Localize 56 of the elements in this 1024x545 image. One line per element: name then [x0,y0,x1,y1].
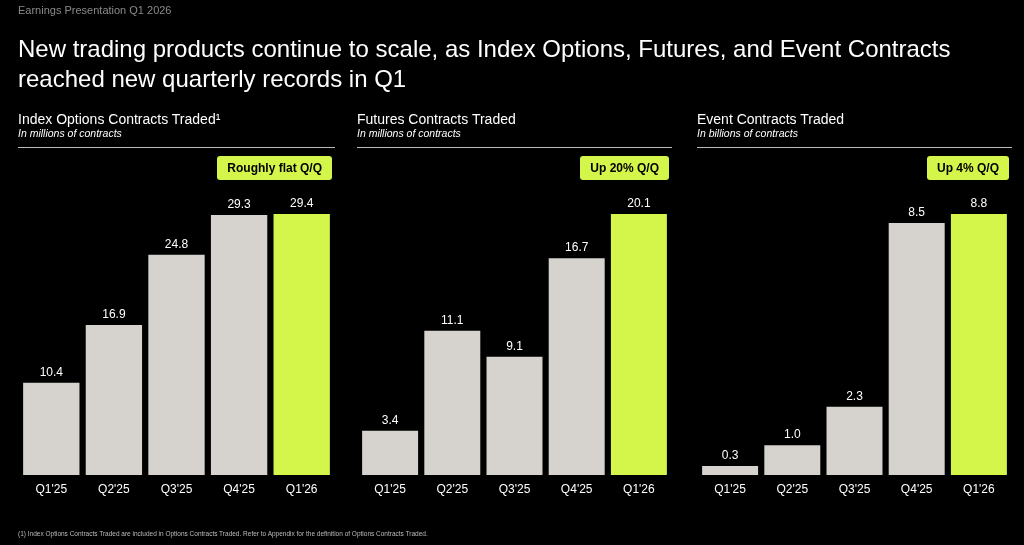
bar [702,466,759,475]
bar [888,222,945,475]
x-tick-label: Q2'25 [98,482,131,496]
bar [85,324,143,475]
chart-subtitle: In millions of contracts [357,127,462,139]
data-label: 1.0 [783,427,801,442]
bar [610,214,667,475]
data-label: 10.4 [39,364,64,379]
x-tick-label: Q4'25 [900,482,933,496]
x-tick-label: Q1'26 [623,482,656,496]
chart-subtitle: In billions of contracts [697,127,799,139]
bar [548,258,605,475]
bar [210,214,268,475]
x-tick-label: Q1'26 [285,482,318,496]
text: Earnings Presentation Q1 2026 [18,4,172,16]
text: Up 4% Q/Q [926,156,1009,180]
data-label: 20.1 [627,196,651,210]
data-label: 11.1 [441,312,464,327]
data-label: 16.7 [565,240,589,255]
data-label: 2.3 [846,388,864,403]
x-tick-label: Q1'25 [374,482,407,496]
chart-subtitle: In millions of contracts [18,127,123,139]
text: Up 20% Q/Q [580,156,669,180]
x-tick-label: Q4'25 [223,482,256,496]
data-label: 3.4 [381,412,399,427]
x-tick-label: Q2'25 [776,482,809,496]
chart-title: Event Contracts Traded [697,111,846,127]
x-tick-label: Q1'25 [714,482,747,496]
x-tick-label: Q3'25 [498,482,531,496]
chart-title: Futures Contracts Traded [357,111,517,127]
bar [486,356,543,475]
x-tick-label: Q1'26 [963,482,996,496]
bar [273,214,330,475]
bar [148,254,205,475]
x-tick-label: Q2'25 [436,482,469,496]
data-label: 16.9 [102,306,126,321]
x-tick-label: Q3'25 [160,482,193,496]
text: Roughly flat Q/Q [217,156,332,180]
bar [950,214,1007,475]
chart-title: Index Options Contracts Traded¹ [18,111,222,127]
x-tick-label: Q4'25 [560,482,593,496]
data-label: 0.3 [721,448,739,463]
data-label: 29.4 [290,196,314,210]
bar [362,430,419,475]
x-tick-label: Q3'25 [838,482,871,496]
text: New trading products continue to scale, as Index Options, Futures, and Event Contracts reached new quarterly records in Q1 [18,34,952,94]
data-label: 8.5 [908,204,926,219]
data-label: 8.8 [970,196,988,210]
x-tick-label: Q1'25 [35,482,68,496]
data-label: 24.8 [164,236,189,251]
bar [424,330,481,475]
bar [23,382,80,475]
data-label: 9.1 [506,338,524,353]
bar [764,445,821,475]
bar [826,406,883,475]
data-label: 29.3 [227,196,252,211]
